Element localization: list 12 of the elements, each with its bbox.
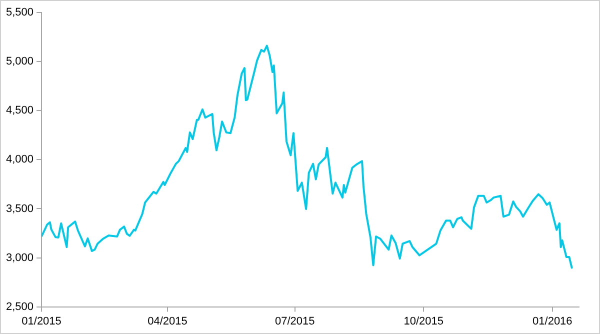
- y-tick-label: 3,000: [6, 252, 34, 264]
- y-tick-label: 5,500: [6, 6, 34, 19]
- y-tick-label: 4,500: [6, 104, 34, 117]
- x-tick-label: 01/2015: [22, 315, 62, 328]
- y-tick-label: 3,500: [6, 202, 34, 215]
- x-tick-label: 04/2015: [148, 315, 188, 328]
- x-tick-label: 10/2015: [404, 315, 444, 328]
- y-tick-label: 4,000: [6, 154, 34, 166]
- x-tick-label: 01/2016: [532, 315, 572, 328]
- x-tick-label: 07/2015: [274, 315, 315, 328]
- y-tick-label: 5,000: [6, 56, 34, 68]
- y-tick-label: 2,500: [6, 300, 34, 313]
